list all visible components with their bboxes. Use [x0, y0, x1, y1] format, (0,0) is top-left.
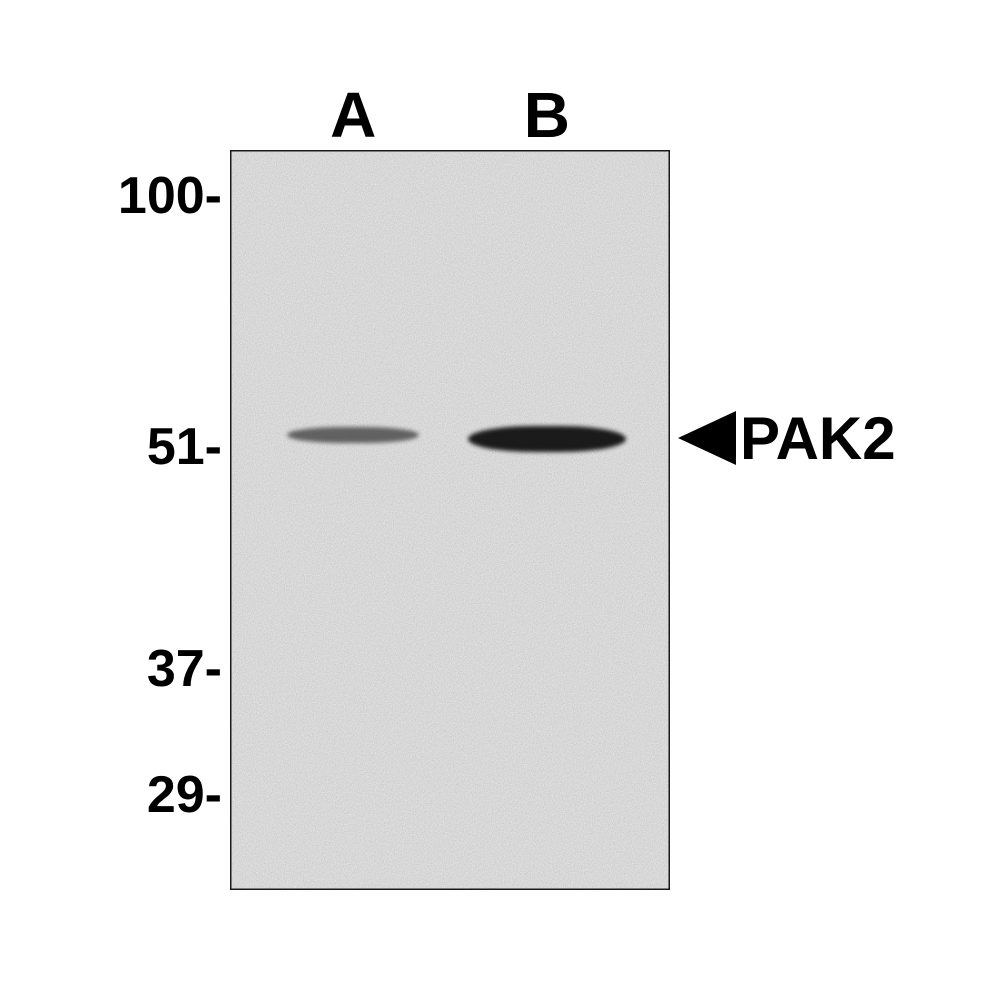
- mw-marker-37: 37-: [147, 639, 222, 699]
- mw-marker-100: 100-: [118, 166, 222, 226]
- target-name: PAK2: [740, 404, 896, 473]
- mw-marker-dash: -: [205, 766, 222, 824]
- target-label-pak2: PAK2: [678, 404, 896, 473]
- western-blot-membrane: [230, 150, 670, 890]
- membrane-background: [230, 150, 670, 890]
- mw-marker-51: 51-: [147, 417, 222, 477]
- band-lane-a: [287, 427, 419, 443]
- lane-label-b: B: [507, 78, 587, 152]
- mw-marker-value: 29: [147, 766, 205, 824]
- mw-marker-value: 100: [118, 167, 205, 225]
- mw-marker-value: 51: [147, 418, 205, 476]
- mw-marker-dash: -: [205, 418, 222, 476]
- band-lane-b: [468, 426, 626, 452]
- mw-marker-dash: -: [205, 640, 222, 698]
- mw-marker-value: 37: [147, 640, 205, 698]
- mw-marker-29: 29-: [147, 765, 222, 825]
- arrowhead-left-icon: [678, 411, 736, 465]
- mw-marker-dash: -: [205, 167, 222, 225]
- lane-label-a: A: [313, 78, 393, 152]
